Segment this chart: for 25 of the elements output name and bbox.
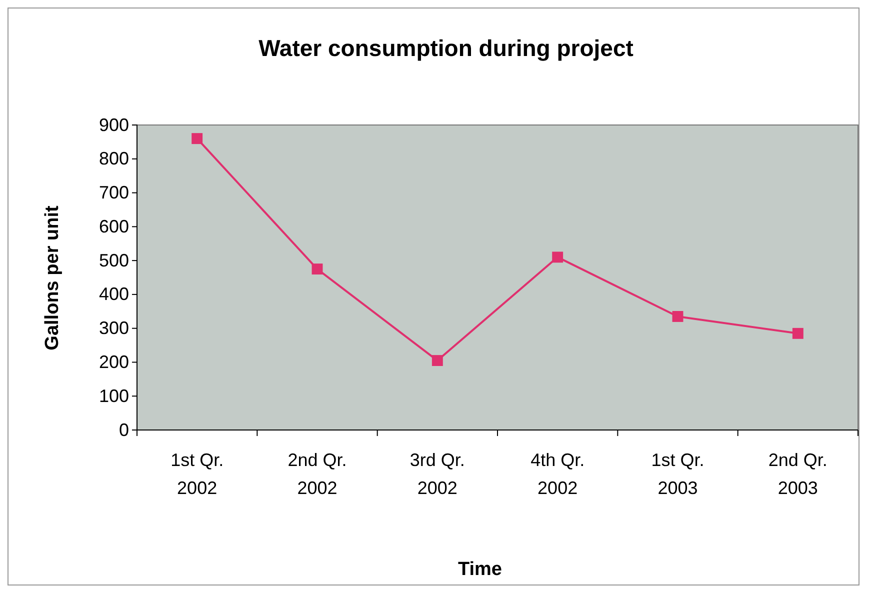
y-tick-label: 900 — [98, 114, 129, 135]
x-tick-label: 1st Qr. 2002 — [170, 450, 224, 498]
chart-title: Water consumption during project — [258, 35, 634, 61]
x-tick-label: 2nd Qr. 2002 — [288, 450, 347, 498]
point — [432, 355, 443, 366]
x-tick-label: 4th Qr. 2002 — [530, 450, 585, 498]
point — [792, 328, 804, 339]
y-tick-label: 300 — [98, 318, 129, 338]
x-tick-label: 3rd Qr. 2002 — [410, 450, 465, 498]
point — [192, 133, 203, 144]
y-tick-label: 700 — [98, 182, 129, 203]
x-tick-label: 2nd Qr. 2003 — [768, 450, 828, 498]
y-tick-label: 100 — [98, 386, 129, 406]
y-tick-label: 400 — [98, 284, 129, 304]
point — [552, 252, 564, 263]
y-axis-title: Gallons per unit — [42, 205, 63, 350]
y-tick-label: 800 — [98, 148, 129, 169]
y-tick-label: 200 — [98, 352, 129, 372]
x-axis-title: Time — [458, 559, 502, 580]
point — [672, 310, 684, 322]
y-tick-label: 500 — [98, 250, 129, 270]
y-tick-label: 0 — [118, 420, 129, 440]
y-tick-label: 600 — [98, 216, 129, 236]
point — [312, 264, 323, 275]
x-tick-label: 1st Qr. 2003 — [651, 450, 704, 498]
